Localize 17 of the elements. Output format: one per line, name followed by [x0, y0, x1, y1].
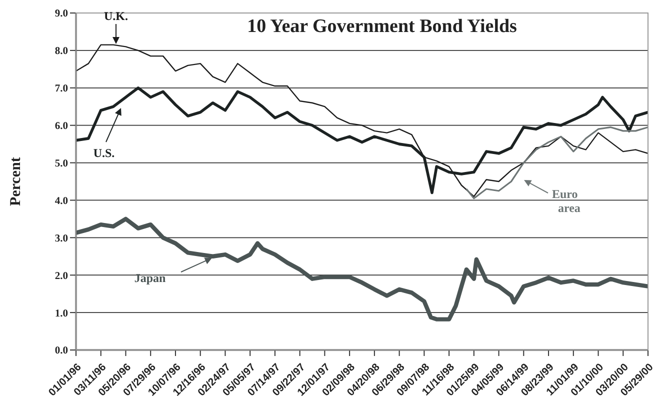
- y-tick-label: 7.0: [54, 84, 68, 95]
- y-tick-label: 8.0: [54, 46, 68, 58]
- y-tick-label: 9.0: [54, 8, 68, 20]
- y-tick-label: 3.0: [54, 233, 68, 244]
- legend-label: Euro area: [552, 187, 580, 215]
- y-tick-label: 1.0: [54, 308, 68, 320]
- text: Japan: [134, 271, 166, 285]
- series-label: U.S.: [93, 146, 115, 160]
- y-axis-title: Percent: [8, 157, 24, 206]
- series-label: U.K.: [104, 9, 128, 23]
- line-series: [466, 126, 648, 200]
- y-tick-label: 2.0: [54, 270, 68, 282]
- y-tick-label: 4.0: [54, 196, 68, 207]
- chart-title: 10 Year Government Bond Yields: [247, 16, 517, 37]
- y-tick-label: 6.0: [54, 121, 68, 132]
- y-tick-label: 5.0: [54, 158, 68, 170]
- y-tick-label: 0.0: [54, 346, 68, 357]
